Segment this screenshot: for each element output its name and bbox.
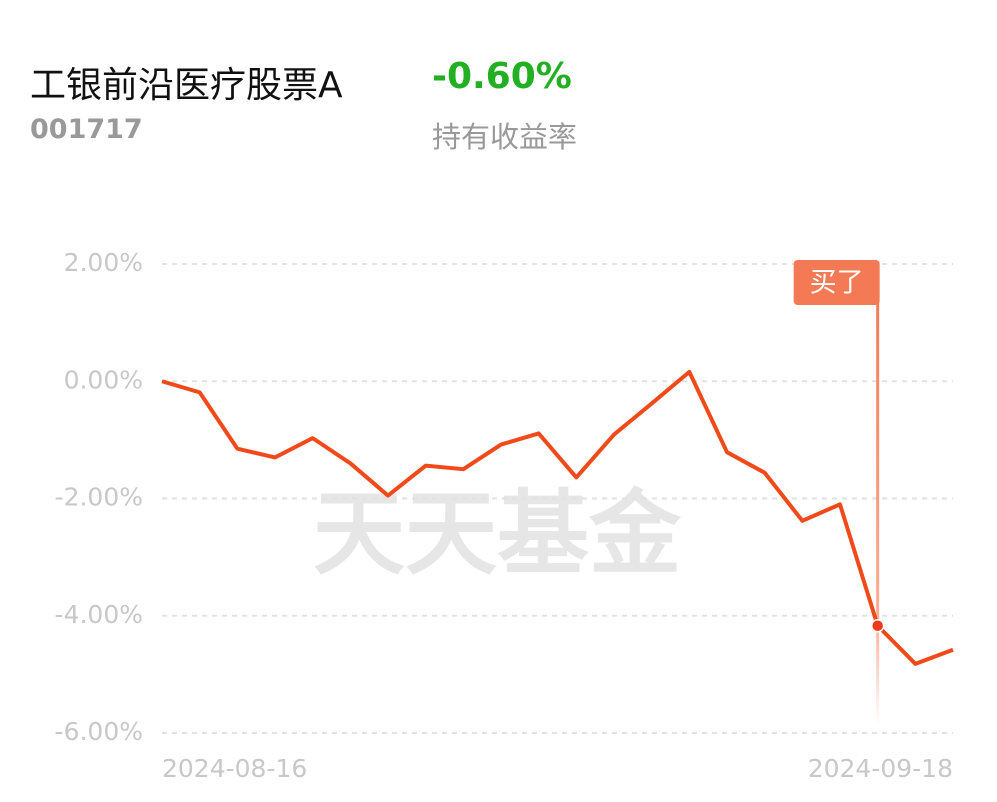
x-tick-label: 2024-09-18 (808, 754, 953, 783)
watermark: 天天基金 (313, 480, 682, 587)
return-label: 持有收益率 (432, 120, 578, 154)
annotation-label: 买了 (810, 268, 864, 299)
return-value: -0.60% (432, 56, 572, 97)
y-tick-label: -4.00% (55, 600, 143, 629)
annotation-box (793, 260, 880, 305)
y-tick-label: 2.00% (64, 248, 143, 277)
annotation-line (876, 300, 880, 725)
y-tick-label: 0.00% (64, 365, 143, 394)
fund-name: 工银前沿医疗股票A (30, 65, 343, 106)
y-tick-label: -6.00% (55, 717, 143, 746)
line-series (161, 369, 954, 666)
y-tick-label: -2.00% (55, 483, 143, 512)
fund-code: 001717 (30, 114, 143, 145)
x-tick-label: 2024-08-16 (162, 754, 307, 783)
buy-point (870, 618, 885, 633)
